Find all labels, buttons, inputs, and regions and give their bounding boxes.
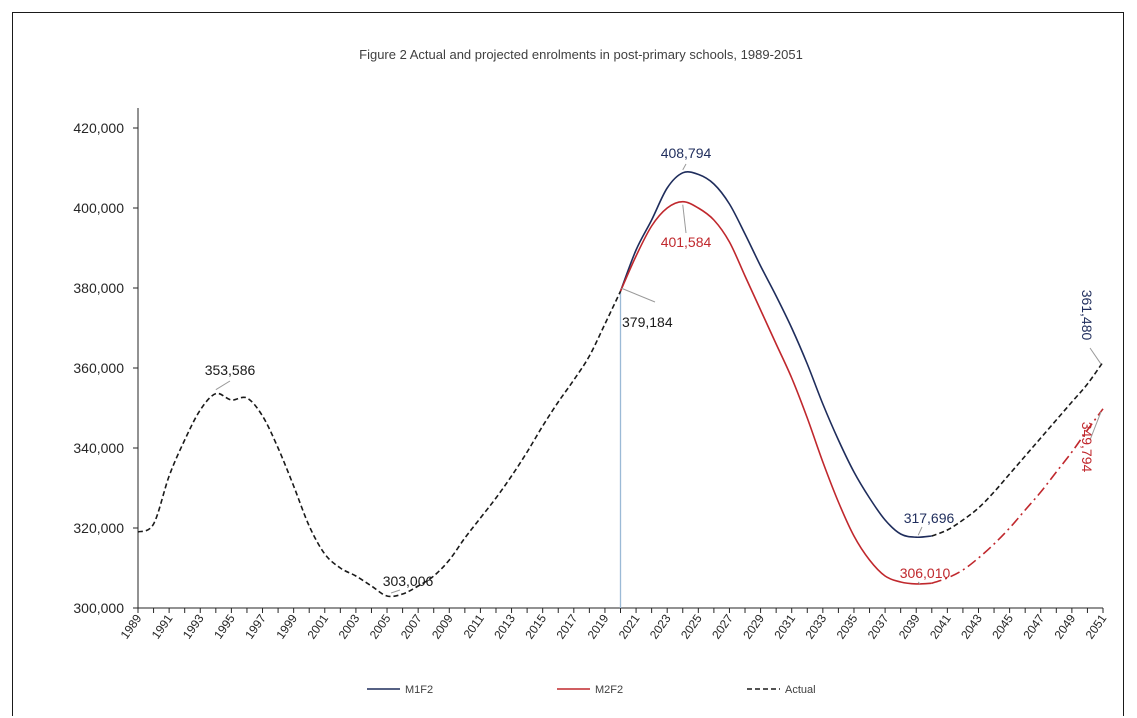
- x-tick-label: 2001: [304, 611, 331, 641]
- chart-series: [137, 171, 1104, 598]
- x-tick-label: 2019: [585, 611, 612, 641]
- x-tick-label: 2005: [367, 611, 394, 641]
- m2f2-series-line: [619, 200, 932, 585]
- value-annotation: 401,584: [661, 234, 712, 250]
- annotation-leader-line: [1089, 347, 1102, 365]
- value-annotation: 408,794: [661, 145, 712, 161]
- x-tick-label: 2051: [1083, 611, 1110, 641]
- x-tick-label: 2045: [989, 611, 1016, 641]
- annotation-leader-line: [1089, 411, 1102, 441]
- value-annotation: 361,480: [1079, 290, 1095, 341]
- annotation-leader-line: [682, 204, 687, 234]
- x-tick-label: 1995: [211, 611, 238, 641]
- y-tick-label: 300,000: [73, 600, 124, 616]
- x-tick-label: 2011: [461, 611, 487, 640]
- x-tick-label: 2015: [522, 611, 549, 641]
- x-tick-label: 2037: [865, 611, 892, 641]
- annotation-leader-line: [917, 526, 923, 536]
- value-annotation: 353,586: [205, 362, 256, 378]
- x-tick-label: 1997: [242, 611, 269, 641]
- chart-legend: M1F2 M2F2 Actual: [367, 684, 816, 696]
- x-tick-label: 1991: [149, 611, 176, 641]
- actual-series-line: [137, 290, 622, 598]
- chart-frame: [12, 12, 1124, 716]
- x-tick-label: 2035: [834, 611, 861, 641]
- x-tick-label: 2023: [647, 611, 674, 641]
- y-tick-label: 420,000: [73, 120, 124, 136]
- legend-label-m2f2: M2F2: [595, 684, 623, 696]
- annotation-leader-line: [682, 163, 687, 171]
- value-annotation: 317,696: [904, 510, 955, 526]
- value-annotation: 379,184: [622, 314, 673, 330]
- legend-label-actual: Actual: [785, 684, 816, 696]
- x-tick-label: 2003: [336, 611, 363, 641]
- y-tick-label: 320,000: [73, 520, 124, 536]
- y-tick-label: 340,000: [73, 440, 124, 456]
- x-tick-label: 1993: [180, 611, 207, 641]
- x-tick-label: 2007: [398, 611, 425, 641]
- legend-label-m1f2: M1F2: [405, 684, 433, 696]
- x-tick-label: 2031: [771, 611, 798, 641]
- x-tick-label: 2047: [1020, 611, 1047, 641]
- x-tick-label: 2009: [429, 611, 456, 641]
- chart-title: Figure 2 Actual and projected enrolments…: [359, 47, 803, 62]
- x-tick-label: 1999: [273, 611, 300, 641]
- projection-4-series-line: [931, 361, 1104, 537]
- x-tick-label: 2029: [740, 611, 767, 641]
- x-tick-label: 2049: [1052, 611, 1079, 641]
- x-tick-label: 2027: [709, 611, 736, 641]
- x-tick-label: 2039: [896, 611, 923, 641]
- annotation-leader-line: [390, 589, 401, 594]
- annotation-leader-line: [621, 287, 656, 303]
- x-tick-label: 2017: [553, 611, 580, 641]
- x-tick-label: 2043: [958, 611, 985, 641]
- y-tick-label: 400,000: [73, 200, 124, 216]
- m1f2-series-line: [619, 171, 932, 539]
- y-tick-label: 360,000: [73, 360, 124, 376]
- value-annotation: 306,010: [900, 565, 951, 581]
- y-tick-label: 380,000: [73, 280, 124, 296]
- x-tick-label: 2013: [491, 611, 518, 641]
- x-tick-label: 2021: [616, 611, 643, 641]
- annotation-leader-line: [917, 581, 921, 585]
- value-annotation: 303,006: [383, 573, 434, 589]
- x-tick-label: 2033: [803, 611, 830, 641]
- chart-annotations: 353,586 303,006 379,184 408,794 401,584 317,6…: [205, 145, 1102, 594]
- value-annotation: 349,794: [1079, 422, 1095, 473]
- x-tick-label: 2025: [678, 611, 705, 641]
- x-tick-label: 2041: [927, 611, 954, 641]
- projection-2-series-line: [931, 408, 1104, 584]
- annotation-leader-line: [215, 380, 231, 391]
